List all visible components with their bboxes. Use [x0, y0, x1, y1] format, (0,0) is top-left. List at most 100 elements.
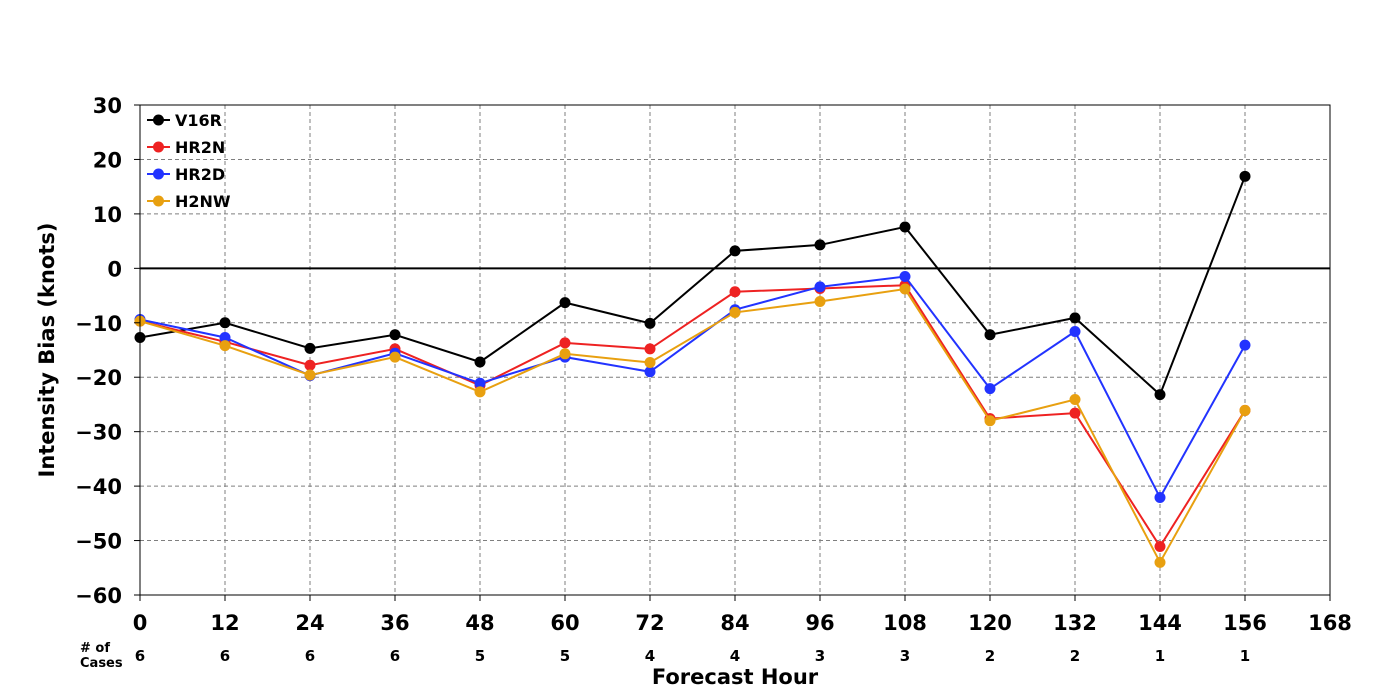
data-point: [899, 221, 911, 233]
case-count: 6: [220, 647, 230, 665]
case-count: 6: [135, 647, 145, 665]
y-tick-label: 20: [93, 148, 122, 172]
data-point: [644, 317, 656, 329]
series-hr2d: [134, 271, 1251, 504]
cases-header-line: Cases: [80, 656, 123, 671]
cases-header-line: # of: [80, 641, 110, 656]
series-line: [139, 175, 1246, 397]
y-tick-label: −20: [75, 366, 122, 390]
x-tick-label: 84: [720, 611, 749, 635]
series-line: [139, 284, 1246, 549]
y-tick-label: −10: [75, 312, 122, 336]
data-point: [389, 329, 401, 341]
x-tick-label: 60: [550, 611, 579, 635]
case-count: 5: [475, 647, 485, 665]
data-point: [1069, 312, 1081, 324]
data-point: [984, 383, 996, 395]
data-point: [644, 343, 656, 355]
legend: V16R HR2N HR2D H2NW: [147, 111, 231, 211]
data-point: [474, 377, 486, 389]
series-line: [139, 287, 1246, 565]
data-point: [899, 271, 911, 282]
legend-label: HR2N: [175, 138, 225, 157]
x-tick-label: 36: [380, 611, 409, 635]
x-tick-label: 156: [1223, 611, 1267, 635]
legend-marker: [153, 141, 164, 153]
data-point: [899, 283, 911, 295]
data-point: [644, 357, 656, 369]
case-count: 1: [1240, 647, 1250, 665]
y-tick-label: 30: [93, 94, 122, 118]
case-count: 5: [560, 647, 570, 665]
series-line: [139, 275, 1246, 500]
x-tick-label: 168: [1308, 611, 1352, 635]
x-tick-label: 144: [1138, 611, 1182, 635]
x-tick-label: 120: [968, 611, 1012, 635]
data-point: [219, 317, 231, 329]
data-point: [1154, 492, 1166, 504]
y-tick-label: −30: [75, 421, 122, 445]
data-point: [304, 342, 316, 354]
data-point: [559, 297, 571, 309]
data-point: [1239, 404, 1251, 416]
x-tick-label: 48: [465, 611, 494, 635]
legend-item: HR2D: [147, 165, 225, 184]
data-point: [1154, 389, 1166, 401]
data-point: [474, 386, 486, 398]
case-count: 6: [305, 647, 315, 665]
data-point: [1069, 394, 1081, 406]
data-point: [559, 348, 571, 360]
data-point: [389, 351, 401, 363]
y-tick-label: −60: [75, 584, 122, 608]
y-tick-label: 10: [93, 203, 122, 227]
legend-item: V16R: [147, 111, 222, 130]
legend-label: HR2D: [175, 165, 225, 184]
legend-item: HR2N: [147, 138, 225, 157]
case-count: 1: [1155, 647, 1165, 665]
legend-marker: [153, 168, 164, 180]
data-point: [814, 281, 826, 293]
x-tick-label: 24: [295, 611, 324, 635]
case-count: 6: [390, 647, 400, 665]
legend-marker: [153, 195, 164, 207]
y-tick-label: −50: [75, 530, 122, 554]
data-point: [644, 366, 656, 378]
series-v16r: [134, 170, 1251, 401]
case-count: 4: [730, 647, 740, 665]
data-point: [474, 356, 486, 368]
x-tick-label: 132: [1053, 611, 1097, 635]
axes: 0 12 24 36 48 60 72 84 96 108 120 132 144 156 168 30 20 1…: [75, 94, 1352, 635]
y-tick-label: 0: [107, 257, 122, 281]
y-axis-title: Intensity Bias (knots): [35, 223, 59, 478]
data-point: [814, 296, 826, 308]
case-count: 2: [1070, 647, 1080, 665]
legend-label: H2NW: [175, 192, 231, 211]
x-tick-label: 108: [883, 611, 927, 635]
y-tick-label: −40: [75, 475, 122, 499]
data-point: [1239, 339, 1251, 351]
data-point: [729, 245, 741, 257]
data-point: [729, 286, 741, 298]
data-point: [219, 340, 231, 352]
data-point: [304, 359, 316, 371]
data-point: [729, 306, 741, 318]
case-count: 2: [985, 647, 995, 665]
cases-row: # of Cases 6 6 6 6 5 5 4 4 3 3 2 2 1 1: [80, 641, 1250, 671]
cases-header-label: # of Cases: [80, 641, 123, 671]
data-point: [984, 415, 996, 427]
data-point: [1239, 170, 1251, 182]
x-tick-label: 96: [805, 611, 834, 635]
x-tick-label: 12: [210, 611, 239, 635]
data-point: [814, 239, 826, 251]
data-point: [1069, 407, 1081, 419]
data-point: [219, 331, 231, 343]
case-count: 3: [900, 647, 910, 665]
data-point: [1154, 556, 1166, 568]
case-count: 3: [815, 647, 825, 665]
series-lines: [134, 170, 1251, 568]
legend-label: V16R: [175, 111, 222, 130]
case-count: 4: [645, 647, 655, 665]
x-tick-label: 72: [635, 611, 664, 635]
